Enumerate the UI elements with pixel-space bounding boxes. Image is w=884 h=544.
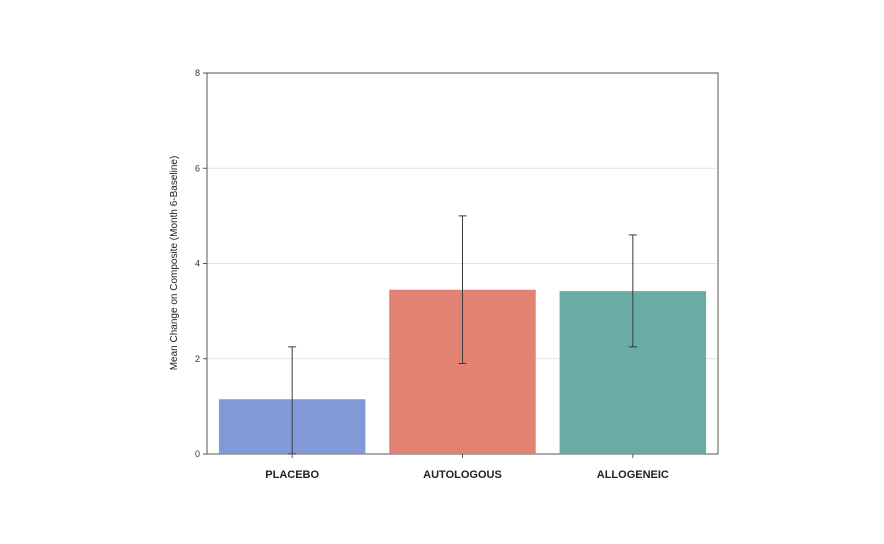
y-tick-label: 6 [195, 163, 200, 173]
x-tick-label-placebo: PLACEBO [265, 469, 319, 481]
y-axis-title: Mean Change on Composite (Month 6-Baseli… [169, 156, 180, 371]
x-tick-label-allogeneic: ALLOGENEIC [597, 469, 669, 481]
y-axis: 0 2 4 6 8 [195, 68, 207, 459]
y-tick-label: 0 [195, 449, 200, 459]
y-tick-label: 2 [195, 354, 200, 364]
x-axis: PLACEBO AUTOLOGOUS ALLOGENEIC [265, 454, 669, 481]
y-tick-label: 4 [195, 259, 200, 269]
y-tick-label: 8 [195, 68, 200, 78]
error-bars [288, 215, 637, 455]
x-tick-label-autologous: AUTOLOGOUS [423, 469, 502, 481]
